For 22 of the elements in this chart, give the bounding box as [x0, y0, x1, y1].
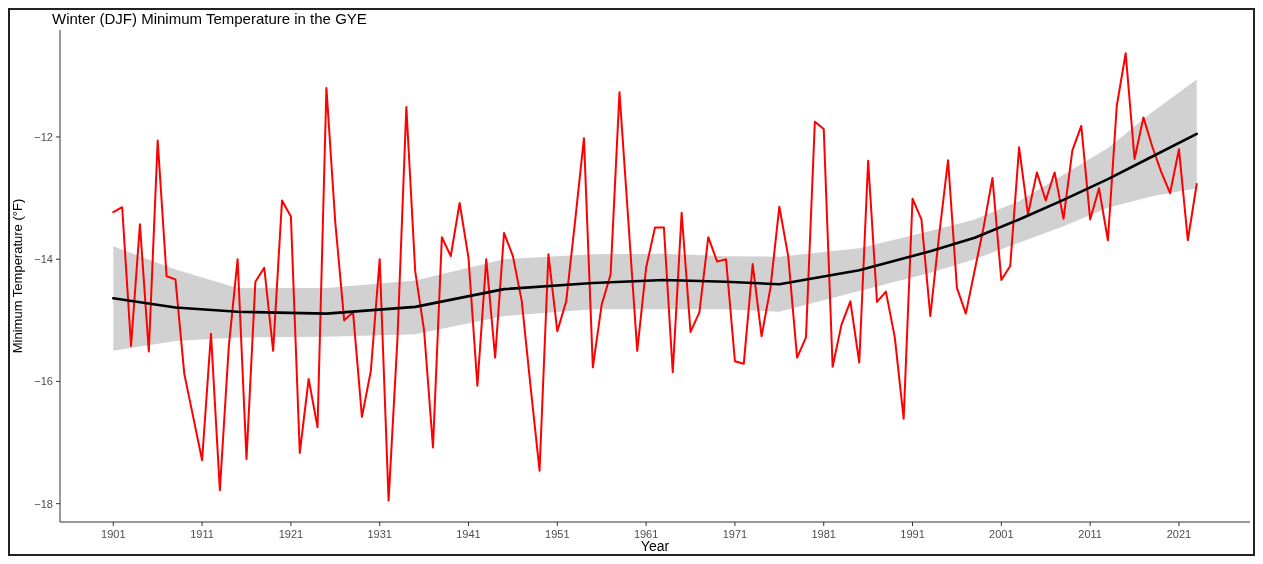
- x-tick-label: 1941: [456, 528, 481, 540]
- y-tick-label: −12: [34, 130, 53, 143]
- x-tick-label: 1991: [900, 528, 925, 540]
- x-tick-label: 1931: [367, 528, 392, 540]
- y-tick-label: −14: [34, 253, 53, 266]
- x-tick-label: 1981: [811, 528, 836, 540]
- x-tick-label: 1901: [101, 528, 126, 540]
- y-tick-label: −16: [34, 375, 53, 388]
- x-tick-label: 2011: [1078, 528, 1102, 540]
- x-tick-label: 1951: [545, 528, 570, 540]
- x-tick-label: 1971: [722, 528, 748, 540]
- x-tick-label: 2021: [1166, 528, 1192, 540]
- y-tick-label: −18: [34, 497, 53, 510]
- line-series: [112, 52, 1198, 502]
- chart-title: Winter (DJF) Minimum Temperature in the GYE: [52, 10, 367, 27]
- x-axis-title: Year: [640, 538, 670, 554]
- line-series: [111, 132, 1199, 315]
- x-tick-label: 1961: [633, 528, 659, 540]
- x-tick-label: 1921: [278, 528, 304, 540]
- x-tick-label: 2001: [989, 528, 1014, 540]
- y-axis-title: Minimum Temperature (°F): [10, 198, 25, 354]
- x-tick-label: 1911: [190, 528, 214, 540]
